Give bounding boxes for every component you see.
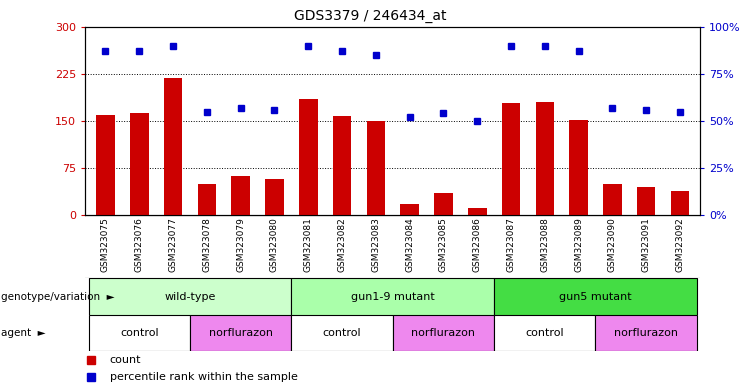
Text: gun1-9 mutant: gun1-9 mutant <box>350 291 435 302</box>
Text: control: control <box>323 328 362 338</box>
Text: GSM323089: GSM323089 <box>574 217 583 272</box>
Bar <box>393 315 494 351</box>
Bar <box>494 315 596 351</box>
Text: norflurazon: norflurazon <box>411 328 476 338</box>
Bar <box>536 102 554 215</box>
Text: control: control <box>120 328 159 338</box>
Bar <box>596 315 697 351</box>
Text: GSM323081: GSM323081 <box>304 217 313 272</box>
Bar <box>502 103 520 215</box>
Text: GSM323076: GSM323076 <box>135 217 144 272</box>
Text: GSM323084: GSM323084 <box>405 217 414 272</box>
Text: agent  ►: agent ► <box>1 328 46 338</box>
Text: GSM323083: GSM323083 <box>371 217 380 272</box>
Bar <box>299 99 318 215</box>
Bar <box>190 315 291 351</box>
Text: GSM323079: GSM323079 <box>236 217 245 272</box>
Bar <box>130 113 149 215</box>
Text: GSM323082: GSM323082 <box>338 217 347 272</box>
Bar <box>468 207 487 215</box>
Bar <box>89 315 190 351</box>
Bar <box>434 193 453 215</box>
Text: percentile rank within the sample: percentile rank within the sample <box>110 372 298 382</box>
Text: GSM323088: GSM323088 <box>540 217 549 272</box>
Text: norflurazon: norflurazon <box>209 328 273 338</box>
Bar <box>671 191 689 215</box>
Text: GSM323077: GSM323077 <box>168 217 178 272</box>
Text: GSM323086: GSM323086 <box>473 217 482 272</box>
Bar <box>164 78 182 215</box>
Text: GSM323091: GSM323091 <box>642 217 651 272</box>
Text: GDS3379 / 246434_at: GDS3379 / 246434_at <box>294 9 447 23</box>
Bar <box>198 184 216 215</box>
Bar <box>494 278 697 315</box>
Bar <box>89 278 291 315</box>
Text: norflurazon: norflurazon <box>614 328 678 338</box>
Text: GSM323087: GSM323087 <box>507 217 516 272</box>
Text: GSM323075: GSM323075 <box>101 217 110 272</box>
Text: GSM323080: GSM323080 <box>270 217 279 272</box>
Bar <box>96 115 115 215</box>
Bar <box>291 315 393 351</box>
Text: genotype/variation  ►: genotype/variation ► <box>1 291 115 302</box>
Bar <box>637 187 656 215</box>
Text: GSM323078: GSM323078 <box>202 217 211 272</box>
Bar <box>603 184 622 215</box>
Text: count: count <box>110 356 142 366</box>
Bar <box>231 176 250 215</box>
Bar <box>367 121 385 215</box>
Text: wild-type: wild-type <box>165 291 216 302</box>
Bar <box>291 278 494 315</box>
Text: GSM323090: GSM323090 <box>608 217 617 272</box>
Bar <box>333 116 351 215</box>
Text: GSM323085: GSM323085 <box>439 217 448 272</box>
Text: GSM323092: GSM323092 <box>676 217 685 272</box>
Bar <box>569 120 588 215</box>
Text: gun5 mutant: gun5 mutant <box>559 291 632 302</box>
Bar <box>265 179 284 215</box>
Bar <box>400 204 419 215</box>
Text: control: control <box>525 328 564 338</box>
